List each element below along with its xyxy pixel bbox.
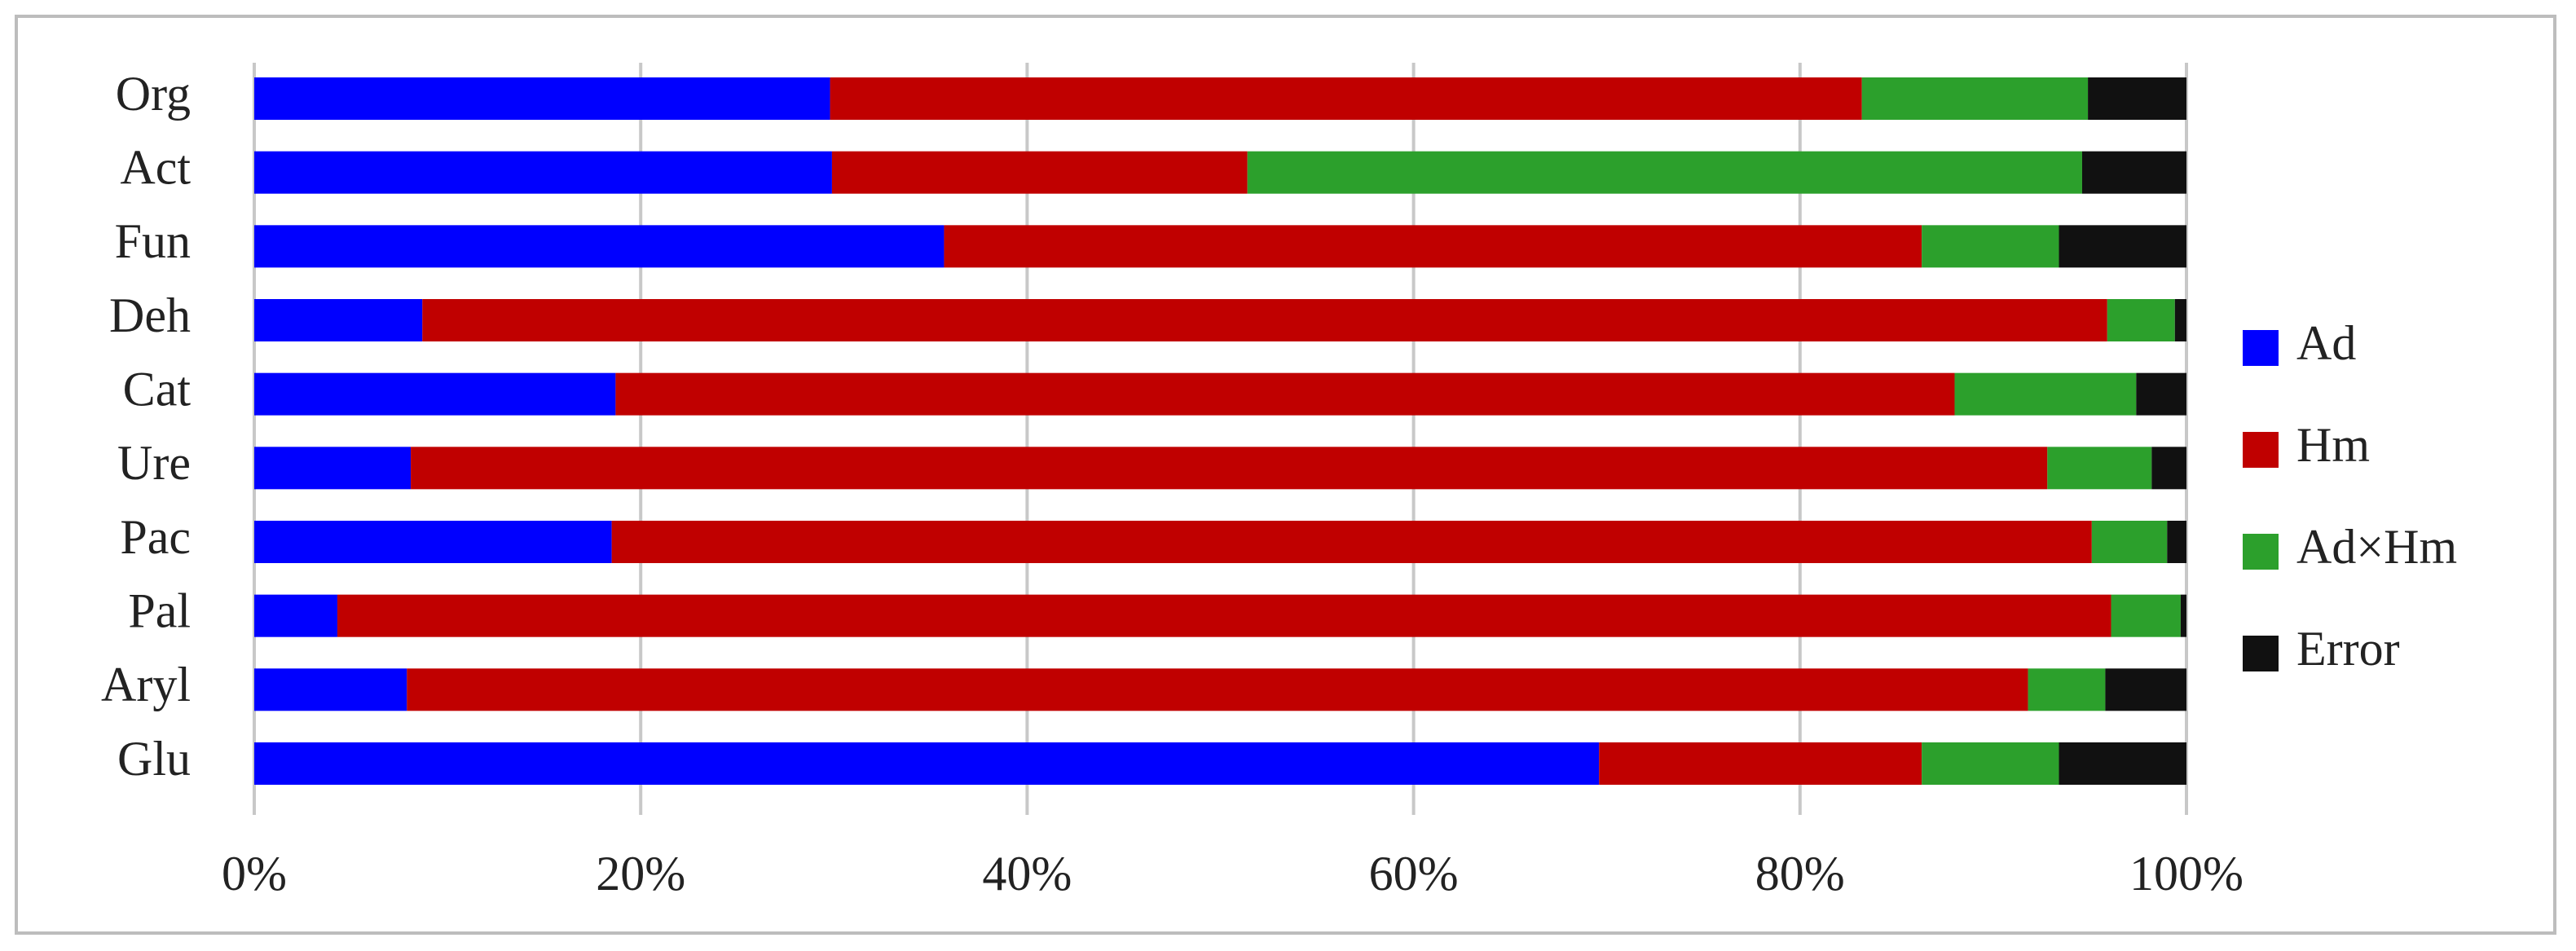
bar-segment <box>254 447 412 490</box>
bar-segment <box>1922 225 2059 268</box>
y-tick-label: Cat <box>123 362 192 416</box>
y-tick-label: Deh <box>109 288 191 342</box>
bar-segment <box>2081 151 2186 194</box>
bar-segment <box>337 594 2111 637</box>
bar-segment <box>2088 77 2186 120</box>
x-tick-label: 60% <box>1369 847 1459 900</box>
legend-label: Ad <box>2296 316 2356 370</box>
legend-swatch <box>2243 636 2279 671</box>
bar-segment <box>615 372 1955 416</box>
bar-segment <box>407 668 2028 711</box>
x-tick-label: 80% <box>1755 847 1845 900</box>
bar-segment <box>2111 594 2181 637</box>
bar-segment <box>2028 668 2106 711</box>
bar-segment <box>2059 742 2186 785</box>
bar-segment <box>2059 225 2186 268</box>
legend-label: Error <box>2296 622 2400 676</box>
legend-swatch <box>2243 432 2279 468</box>
legend-label: Ad×Hm <box>2296 520 2457 574</box>
bar-segment <box>254 299 423 341</box>
bar-segment <box>1599 742 1922 785</box>
bar-segment <box>422 299 2107 341</box>
bar-segment <box>2167 521 2186 563</box>
bar-segment <box>2151 447 2186 490</box>
bar-segment <box>2091 521 2168 563</box>
bar-segment <box>2136 372 2186 416</box>
bar-segment <box>2105 668 2186 711</box>
bar-segment <box>254 668 407 711</box>
bar-segment <box>254 594 337 637</box>
chart-frame <box>15 15 2556 935</box>
bar-segment <box>2174 299 2186 341</box>
bar-segment <box>611 521 2092 563</box>
x-tick-label: 20% <box>596 847 685 900</box>
bar-segment <box>944 225 1922 268</box>
bar-segment <box>831 151 1248 194</box>
y-tick-label: Pal <box>128 583 191 637</box>
bar-segment <box>254 151 832 194</box>
bar-segment <box>411 447 2048 490</box>
legend-label: Hm <box>2296 418 2370 472</box>
x-tick-label: 100% <box>2129 847 2244 900</box>
bar-segment <box>254 372 616 416</box>
bar-segment <box>2180 594 2186 637</box>
bar-segment <box>1954 372 2137 416</box>
y-tick-label: Ure <box>117 436 191 490</box>
bar-segment <box>254 77 830 120</box>
x-tick-label: 40% <box>982 847 1072 900</box>
bar-segment <box>254 742 1600 785</box>
y-tick-label: Glu <box>117 732 191 786</box>
bar-segment <box>1861 77 2089 120</box>
bar-segment <box>254 225 945 268</box>
y-tick-label: Act <box>120 140 191 194</box>
legend-swatch <box>2243 330 2279 366</box>
legend-swatch <box>2243 534 2279 570</box>
y-tick-label: Pac <box>120 510 191 564</box>
y-tick-label: Aryl <box>101 658 191 711</box>
x-tick-label: 0% <box>222 847 287 900</box>
bar-segment <box>2107 299 2175 341</box>
bar-segment <box>254 521 612 563</box>
y-tick-label: Org <box>116 67 191 121</box>
y-tick-label: Fun <box>115 214 191 268</box>
bar-segment <box>2047 447 2152 490</box>
bar-segment <box>1247 151 2082 194</box>
bar-segment <box>830 77 1862 120</box>
bar-segment <box>1922 742 2059 785</box>
